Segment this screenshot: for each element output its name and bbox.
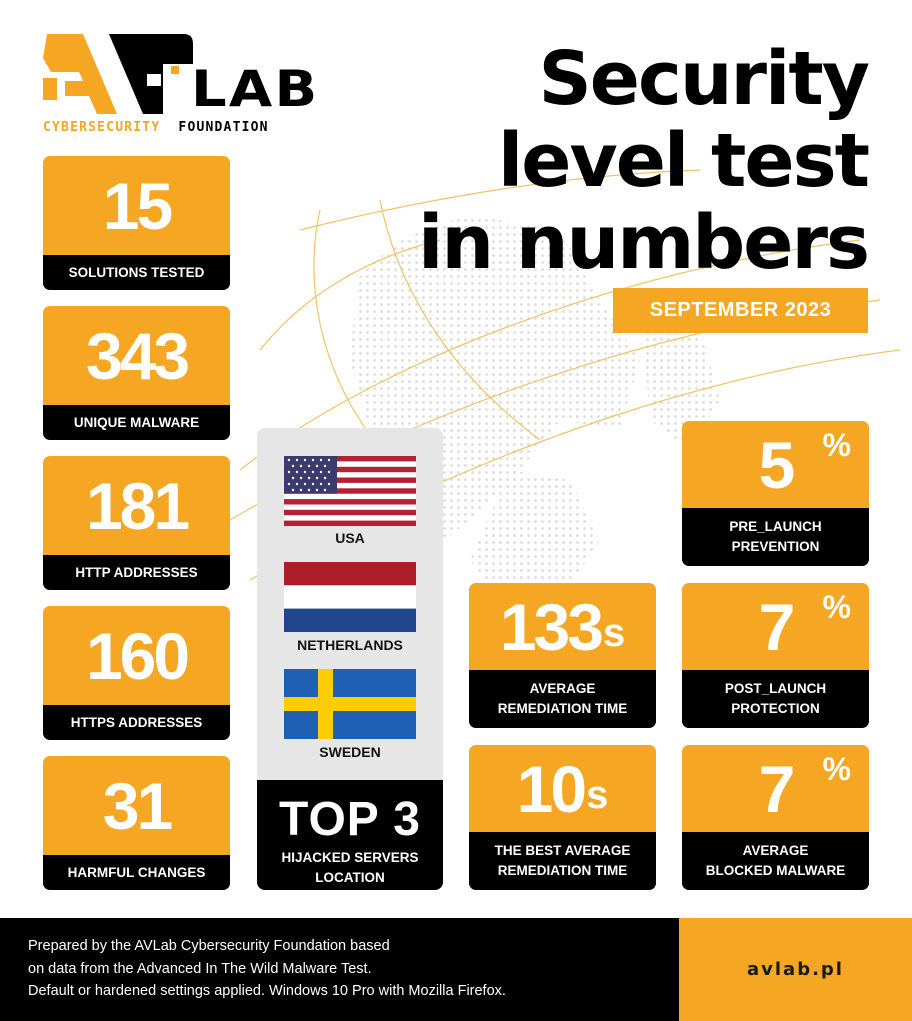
avlab-website-link[interactable]: avlab.pl	[679, 918, 912, 1021]
stat-card-average-blocked-malware: 7 % AVERAGE BLOCKED MALWARE	[682, 745, 869, 890]
stat-label-line-2: PREVENTION	[731, 539, 820, 554]
footer: Prepared by the AVLab Cybersecurity Foun…	[0, 918, 912, 1021]
footer-line-3: Default or hardened settings applied. Wi…	[28, 983, 506, 999]
title-line-1: Security	[538, 36, 870, 122]
stat-label: AVERAGE BLOCKED MALWARE	[682, 832, 869, 890]
stat-value: 10	[516, 751, 587, 826]
stat-card-https-addresses: 160 HTTPS ADDRESSES	[43, 606, 230, 740]
percent-sign: %	[822, 751, 851, 787]
stat-value: 7	[758, 751, 796, 826]
stat-value: 160	[85, 618, 190, 693]
country-name-sweden: SWEDEN	[319, 744, 381, 760]
stat-card-http-addresses: 181 HTTP ADDRESSES	[43, 456, 230, 590]
stat-card-harmful-changes: 31 HARMFUL CHANGES	[43, 756, 230, 890]
avlab-logo: LAB CYBERSECURITY FOUNDATION	[43, 34, 317, 135]
date-badge: SEPTEMBER 2023	[613, 288, 868, 333]
logo-tagline: CYBERSECURITY FOUNDATION	[43, 120, 269, 135]
page-title: Security level test in numbers	[418, 36, 870, 286]
sweden-flag-icon	[284, 669, 416, 739]
logo-tagline-foundation: FOUNDATION	[178, 120, 269, 135]
country-name-usa: USA	[335, 530, 365, 546]
percent-sign: %	[822, 427, 851, 463]
stat-value: 343	[85, 318, 190, 393]
stat-value-wrap: 133 s	[469, 583, 656, 670]
stat-value: 181	[85, 468, 190, 543]
stat-label-line-2: BLOCKED MALWARE	[705, 863, 846, 878]
stat-card-average-remediation-time: 133 s AVERAGE REMEDIATION TIME	[469, 583, 656, 728]
stat-unit: s	[602, 611, 626, 655]
logo-lab-text: LAB	[191, 60, 320, 118]
country-name-netherlands: NETHERLANDS	[297, 637, 403, 653]
stat-label: HTTPS ADDRESSES	[43, 705, 230, 740]
footer-line-2: on data from the Advanced In The Wild Ma…	[28, 960, 372, 977]
stat-label-line-2: PROTECTION	[731, 701, 820, 716]
logo-tagline-cybersecurity: CYBERSECURITY	[43, 120, 161, 135]
stat-label-line-1: AVERAGE	[742, 843, 809, 858]
title-line-2: level test	[497, 118, 870, 204]
top3-caption-line-2: LOCATION	[315, 870, 385, 885]
stat-value: 133	[499, 589, 604, 664]
stat-label: HARMFUL CHANGES	[43, 855, 230, 890]
stat-label: POST_LAUNCH PROTECTION	[682, 670, 869, 728]
stat-label-line-1: THE BEST AVERAGE	[494, 843, 631, 858]
stat-card-solutions-tested: 15 SOLUTIONS TESTED	[43, 156, 230, 290]
stat-value: 7	[758, 589, 796, 664]
top3-caption-block: TOP 3 HIJACKED SERVERS LOCATION	[257, 780, 443, 890]
stat-card-post-launch-protection: 7 % POST_LAUNCH PROTECTION	[682, 583, 869, 728]
percent-sign: %	[822, 589, 851, 625]
footer-description: Prepared by the AVLab Cybersecurity Foun…	[28, 935, 506, 1003]
title-line-3: in numbers	[418, 200, 870, 286]
top3-hijacked-servers-panel: USA NETHERLANDS SWEDEN TOP 3 HIJACKED SE…	[257, 428, 443, 890]
top3-headline: TOP 3	[279, 793, 421, 846]
stat-card-unique-malware: 343 UNIQUE MALWARE	[43, 306, 230, 440]
stat-card-best-average-remediation-time: 10 s THE BEST AVERAGE REMEDIATION TIME	[469, 745, 656, 890]
stat-label-line-1: PRE_LAUNCH	[729, 519, 822, 534]
avlab-logo-icon	[43, 34, 193, 114]
top3-caption-line-1: HIJACKED SERVERS	[281, 850, 419, 865]
stat-label-line-1: POST_LAUNCH	[724, 681, 827, 696]
stat-label: AVERAGE REMEDIATION TIME	[469, 670, 656, 728]
stat-label: SOLUTIONS TESTED	[43, 255, 230, 290]
stat-value-wrap: 10 s	[469, 745, 656, 832]
stat-label-line-1: AVERAGE	[529, 681, 596, 696]
stat-label-line-2: REMEDIATION TIME	[497, 701, 628, 716]
netherlands-flag-icon	[284, 562, 416, 632]
stat-label-line-2: REMEDIATION TIME	[497, 863, 628, 878]
stat-card-pre-launch-prevention: 5 % PRE_LAUNCH PREVENTION	[682, 421, 869, 566]
stat-label: HTTP ADDRESSES	[43, 555, 230, 590]
stat-value: 31	[102, 768, 173, 843]
stat-value: 15	[102, 168, 173, 243]
us-flag-icon	[284, 456, 416, 526]
stat-label: PRE_LAUNCH PREVENTION	[682, 508, 869, 566]
stat-unit: s	[586, 773, 609, 817]
stat-label: THE BEST AVERAGE REMEDIATION TIME	[469, 832, 656, 890]
footer-line-1: Prepared by the AVLab Cybersecurity Foun…	[28, 938, 390, 954]
stat-value: 5	[758, 427, 796, 502]
stat-label: UNIQUE MALWARE	[43, 405, 230, 440]
